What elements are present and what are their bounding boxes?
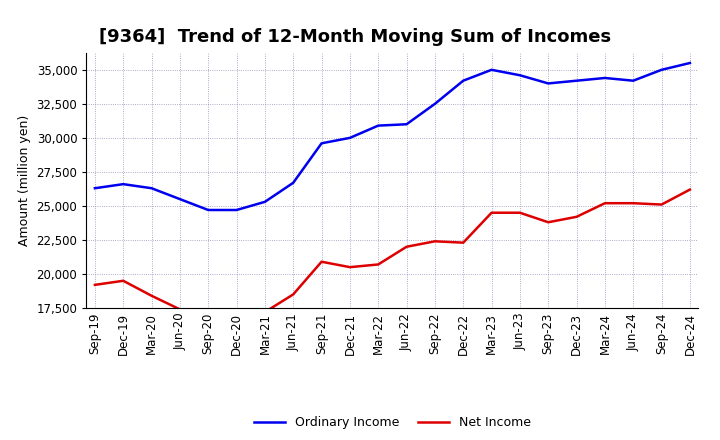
Ordinary Income: [629, 78, 637, 83]
Net Income: [685, 187, 694, 192]
Net Income: [176, 307, 184, 312]
Net Income: [402, 244, 411, 249]
Y-axis label: Amount (million yen): Amount (million yen): [18, 115, 31, 246]
Ordinary Income: [346, 135, 354, 140]
Net Income: [600, 201, 609, 206]
Net Income: [516, 210, 524, 215]
Net Income: [318, 259, 326, 264]
Net Income: [148, 293, 156, 298]
Ordinary Income: [233, 207, 241, 213]
Net Income: [431, 238, 439, 244]
Ordinary Income: [459, 78, 467, 83]
Ordinary Income: [318, 141, 326, 146]
Net Income: [374, 262, 382, 267]
Line: Net Income: Net Income: [95, 190, 690, 316]
Ordinary Income: [487, 67, 496, 73]
Net Income: [233, 314, 241, 319]
Ordinary Income: [402, 121, 411, 127]
Net Income: [119, 278, 127, 283]
Ordinary Income: [516, 73, 524, 78]
Line: Ordinary Income: Ordinary Income: [95, 63, 690, 210]
Ordinary Income: [119, 182, 127, 187]
Net Income: [487, 210, 496, 215]
Ordinary Income: [685, 60, 694, 66]
Ordinary Income: [374, 123, 382, 128]
Net Income: [629, 201, 637, 206]
Net Income: [657, 202, 666, 207]
Ordinary Income: [600, 75, 609, 81]
Ordinary Income: [261, 199, 269, 205]
Net Income: [459, 240, 467, 246]
Ordinary Income: [657, 67, 666, 73]
Ordinary Income: [544, 81, 552, 86]
Net Income: [572, 214, 581, 220]
Net Income: [346, 264, 354, 270]
Ordinary Income: [431, 101, 439, 106]
Net Income: [204, 312, 212, 317]
Ordinary Income: [572, 78, 581, 83]
Text: [9364]  Trend of 12-Month Moving Sum of Incomes: [9364] Trend of 12-Month Moving Sum of I…: [99, 28, 611, 46]
Legend: Ordinary Income, Net Income: Ordinary Income, Net Income: [248, 411, 536, 434]
Ordinary Income: [204, 207, 212, 213]
Net Income: [289, 292, 297, 297]
Net Income: [261, 309, 269, 315]
Ordinary Income: [176, 197, 184, 202]
Ordinary Income: [91, 186, 99, 191]
Net Income: [91, 282, 99, 287]
Ordinary Income: [289, 180, 297, 185]
Net Income: [544, 220, 552, 225]
Ordinary Income: [148, 186, 156, 191]
